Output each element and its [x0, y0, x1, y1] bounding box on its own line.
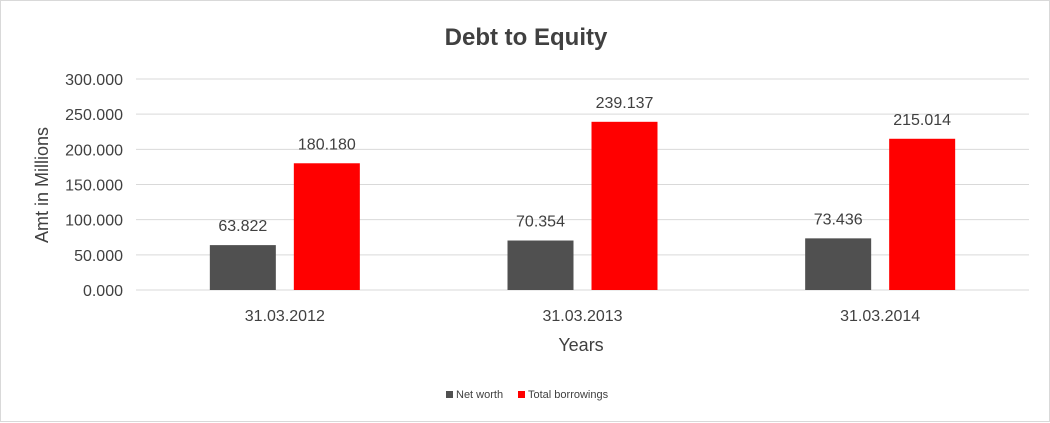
y-tick-label: 250.000 — [65, 107, 123, 124]
legend-label: Total borrowings — [528, 389, 609, 401]
y-axis-label: Amt in Millions — [32, 127, 52, 243]
x-tick-label: 31.03.2012 — [245, 308, 325, 325]
y-tick-label: 0.000 — [83, 283, 123, 300]
y-tick-label: 200.000 — [65, 142, 123, 159]
legend: Net worth Total borrowings — [446, 389, 609, 401]
bar — [591, 121, 658, 290]
x-axis-label: Years — [558, 335, 603, 355]
legend-label: Net worth — [456, 389, 503, 401]
data-label: 180.180 — [298, 136, 356, 153]
data-label: 73.436 — [814, 211, 863, 228]
gridlines — [136, 78, 1029, 291]
y-tick-label: 50.000 — [74, 248, 123, 265]
x-tick-label: 31.03.2014 — [840, 308, 920, 325]
bar — [889, 138, 956, 290]
legend-swatch — [446, 391, 453, 398]
data-label: 63.822 — [218, 218, 267, 235]
y-tick-label: 100.000 — [65, 213, 123, 230]
y-axis-ticks: 0.000 50.000 100.000 150.000 200.000 250.000 3… — [65, 72, 123, 300]
y-tick-label: 150.000 — [65, 178, 123, 195]
chart-title: Debt to Equity — [445, 24, 608, 51]
legend-swatch — [518, 391, 525, 398]
data-labels: 63.822 180.180 70.354 239.137 73.436 215.014 — [218, 95, 951, 235]
bar — [507, 240, 574, 290]
data-label: 239.137 — [596, 95, 654, 112]
bar — [805, 238, 872, 290]
bars — [209, 121, 956, 290]
x-axis-categories: 31.03.2012 31.03.2013 31.03.2014 — [245, 308, 921, 325]
bar — [209, 245, 276, 290]
y-tick-label: 300.000 — [65, 72, 123, 89]
data-label: 215.014 — [893, 112, 951, 129]
x-tick-label: 31.03.2013 — [542, 308, 622, 325]
data-label: 70.354 — [516, 214, 565, 231]
bar — [293, 163, 360, 290]
